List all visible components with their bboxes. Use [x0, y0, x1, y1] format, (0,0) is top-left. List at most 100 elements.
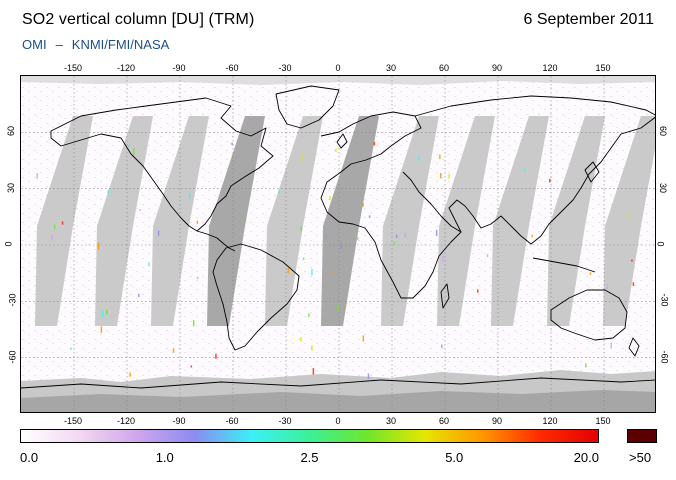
so2-speck — [531, 234, 533, 238]
world-map — [21, 76, 655, 412]
credit-agencies: KNMI/FMI/NASA — [71, 37, 170, 52]
so2-speck — [417, 156, 420, 161]
tick-label-bottom: 30 — [385, 416, 397, 426]
so2-speck — [300, 337, 302, 342]
so2-speck — [486, 254, 489, 258]
tick-label-right: 0 — [655, 241, 666, 247]
orbit-gap-swath — [207, 116, 265, 326]
australia-coast — [550, 289, 628, 341]
so2-speck — [523, 168, 526, 172]
north-america-coast — [50, 97, 274, 232]
tick-label-bottom: -90 — [172, 416, 186, 426]
so2-speck — [36, 173, 38, 179]
orbit-gap-swath — [265, 116, 323, 326]
antarctic-no-data-dark — [21, 390, 655, 412]
so2-speck — [628, 214, 630, 219]
so2-speck — [439, 154, 441, 159]
so2-speck — [138, 293, 140, 297]
so2-speck — [368, 215, 371, 219]
so2-speck — [70, 347, 72, 350]
so2-speck — [610, 342, 612, 349]
orbit-gap-swath — [95, 116, 153, 326]
so2-speck — [329, 196, 331, 201]
colorbar-overflow-box — [627, 429, 657, 443]
south-america-coast — [212, 243, 300, 351]
so2-speck — [442, 255, 444, 263]
greenland-coast — [275, 85, 340, 129]
so2-speck — [337, 304, 339, 311]
tick-label-bottom: -150 — [63, 416, 83, 426]
tick-label-top: 60 — [438, 63, 450, 73]
so2-speck — [367, 373, 370, 379]
madagascar-coast — [440, 283, 450, 309]
orbit-gap-swath — [381, 116, 439, 326]
tick-label-right: -60 — [659, 350, 670, 364]
so2-speck — [308, 313, 310, 317]
so2-speck — [440, 173, 442, 179]
map-date: 6 September 2011 — [523, 11, 654, 28]
so2-speck — [606, 284, 608, 291]
tick-label-bottom: 150 — [595, 416, 611, 426]
so2-speck — [97, 242, 100, 250]
tick-label-bottom: 60 — [438, 416, 450, 426]
orbit-gap-swath — [35, 116, 93, 326]
tick-label-left: -30 — [7, 293, 18, 307]
so2-speck — [106, 309, 108, 315]
orbit-gap-swath — [321, 116, 379, 326]
so2-speck — [362, 335, 365, 342]
so2-speck — [356, 237, 359, 240]
so2-speck — [311, 345, 313, 351]
coastlines — [21, 85, 655, 389]
tick-label-top: -150 — [63, 63, 83, 73]
tick-label-top: 30 — [385, 63, 397, 73]
so2-speck — [196, 276, 199, 280]
asia-coast — [414, 95, 655, 245]
tick-label-bottom: 90 — [491, 416, 503, 426]
so2-speck — [340, 242, 342, 249]
so2-signal-specks — [36, 141, 635, 379]
so2-speck — [231, 142, 233, 145]
so2-speck — [172, 348, 175, 353]
so2-speck — [53, 224, 56, 229]
so2-speck — [589, 272, 592, 275]
map-title: SO2 vertical column [DU] (TRM) — [22, 11, 255, 28]
so2-speck — [549, 178, 551, 183]
orbit-gap-swath — [437, 116, 495, 326]
tick-label-top: -120 — [116, 63, 136, 73]
so2-speck — [311, 268, 313, 276]
tick-label-bottom: 0 — [335, 416, 341, 426]
so2-speck — [441, 344, 443, 348]
tick-label-right: 30 — [658, 182, 669, 193]
so2-speck — [404, 232, 406, 239]
so2-speck — [302, 257, 305, 260]
tick-label-bottom: 120 — [542, 416, 558, 426]
so2-speck — [148, 262, 150, 267]
so2-speck — [632, 282, 635, 286]
orbit-gap-swath — [603, 116, 655, 326]
so2-speck — [215, 353, 217, 359]
so2-speck — [335, 148, 337, 152]
so2-speck — [585, 363, 587, 368]
so2-speck — [287, 268, 290, 274]
colorbar-label: 20.0 — [573, 450, 599, 465]
colorbar-over-label: >50 — [629, 450, 652, 465]
so2-speck — [395, 234, 398, 238]
so2-speck — [100, 326, 103, 333]
so2-speck — [362, 203, 364, 207]
so2-speck — [435, 229, 438, 236]
so2-speck — [107, 189, 109, 194]
so2-speck — [129, 372, 131, 377]
so2-speck — [300, 226, 302, 232]
tick-label-top: -30 — [278, 63, 292, 73]
so2-speck — [301, 154, 303, 161]
so2-speck — [139, 209, 141, 212]
japan-coast — [584, 161, 600, 183]
tick-label-top: 0 — [335, 63, 341, 73]
arctic-no-data — [21, 76, 655, 85]
tick-label-bottom: -60 — [225, 416, 239, 426]
tick-label-left: 60 — [6, 126, 17, 137]
colorbar-label: 2.5 — [300, 450, 319, 465]
so2-speck — [133, 148, 135, 155]
colorbar-label: 5.0 — [445, 450, 464, 465]
so2-speck — [393, 241, 395, 245]
